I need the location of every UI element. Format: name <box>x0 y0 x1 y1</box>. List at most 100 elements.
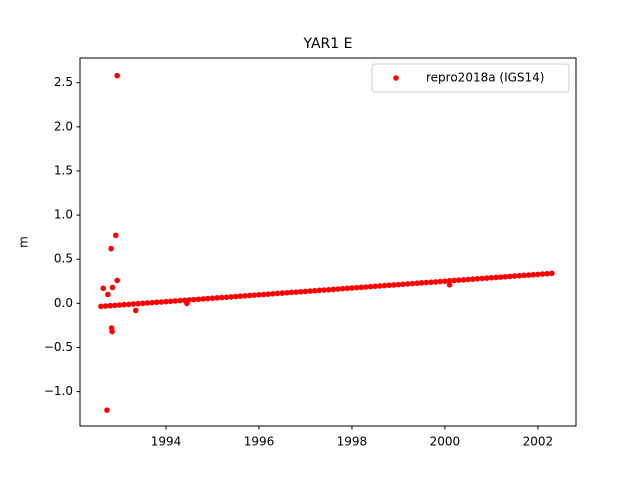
data-point <box>98 303 104 310</box>
data-point <box>502 273 509 280</box>
data-point <box>218 294 225 301</box>
data-point <box>390 282 397 288</box>
data-point <box>511 273 518 279</box>
data-point <box>256 291 262 298</box>
data-point <box>404 281 411 287</box>
data-point <box>386 282 392 289</box>
data-point <box>414 280 420 287</box>
data-point <box>516 272 523 279</box>
y-axis-label: m <box>17 236 31 248</box>
data-point <box>353 284 360 291</box>
data-point <box>126 301 132 308</box>
x-tick-label: 1996 <box>244 435 275 449</box>
data-point <box>456 277 462 283</box>
data-point <box>474 276 481 282</box>
data-point <box>184 300 190 307</box>
data-point <box>497 274 504 280</box>
data-point <box>242 293 248 299</box>
data-point <box>321 287 327 293</box>
x-tick-label: 2000 <box>430 435 461 449</box>
data-point <box>108 245 114 252</box>
chart-title: YAR1 E <box>303 36 353 52</box>
data-point <box>302 288 309 295</box>
data-point <box>105 291 111 298</box>
data-point <box>251 292 258 298</box>
data-point <box>121 301 127 308</box>
data-point <box>539 271 546 277</box>
data-point <box>358 284 365 291</box>
data-point <box>488 274 495 281</box>
data-point <box>116 302 123 308</box>
data-point <box>409 280 416 287</box>
data-point <box>214 295 220 301</box>
data-point <box>112 232 119 239</box>
data-point <box>144 300 151 306</box>
y-tick-label: 1.0 <box>54 208 73 222</box>
data-point <box>288 289 295 296</box>
y-tick-label: −0.5 <box>44 340 73 354</box>
data-point <box>279 290 286 296</box>
data-point <box>246 292 253 299</box>
data-point <box>163 298 169 305</box>
data-point <box>265 291 272 297</box>
data-point <box>195 296 202 303</box>
plot-frame <box>79 57 577 427</box>
data-point <box>232 293 239 300</box>
data-point <box>109 284 116 291</box>
data-point <box>209 295 216 302</box>
data-point <box>544 270 550 277</box>
data-point <box>418 280 425 286</box>
data-point <box>274 290 281 297</box>
data-point <box>446 282 453 288</box>
y-tick-label: 0.5 <box>54 252 73 266</box>
data-point <box>228 294 234 300</box>
data-point <box>114 277 120 284</box>
data-point <box>344 285 351 292</box>
data-point <box>395 281 402 288</box>
data-point <box>191 296 197 303</box>
data-point <box>437 278 444 285</box>
data-point <box>284 289 290 296</box>
data-point <box>167 298 174 305</box>
data-point <box>339 285 346 292</box>
data-point <box>109 328 115 335</box>
legend-box <box>371 63 570 93</box>
data-point <box>442 278 448 284</box>
data-point <box>130 301 137 307</box>
data-point <box>349 285 355 291</box>
data-point <box>153 299 160 306</box>
data-point <box>367 283 374 290</box>
data-point <box>104 407 110 413</box>
data-point <box>316 287 323 294</box>
legend-label: repro2018a (IGS14) <box>426 71 544 85</box>
data-point <box>465 276 471 283</box>
data-point <box>158 299 165 305</box>
data-point <box>135 300 141 307</box>
data-point <box>525 272 532 278</box>
data-point <box>470 276 476 282</box>
y-tick-label: 1.5 <box>54 163 73 177</box>
data-point <box>311 287 318 294</box>
data-point <box>372 283 378 290</box>
data-point <box>200 296 206 302</box>
data-point <box>293 289 299 295</box>
data-point <box>177 297 183 304</box>
y-tick-label: 2.0 <box>54 119 73 133</box>
data-point <box>381 282 388 289</box>
data-point <box>149 299 155 306</box>
data-point <box>483 275 490 281</box>
y-tick-label: 2.5 <box>54 75 73 89</box>
data-point <box>335 286 341 292</box>
data-point <box>535 271 541 278</box>
data-point <box>298 288 304 295</box>
data-point <box>139 300 146 307</box>
data-point <box>330 286 337 293</box>
data-point <box>432 279 439 285</box>
data-point <box>307 288 313 294</box>
data-point <box>549 270 555 277</box>
y-tick-label: 0.0 <box>54 296 73 310</box>
x-tick-label: 1998 <box>337 435 368 449</box>
x-tick-label: 1994 <box>151 435 182 449</box>
